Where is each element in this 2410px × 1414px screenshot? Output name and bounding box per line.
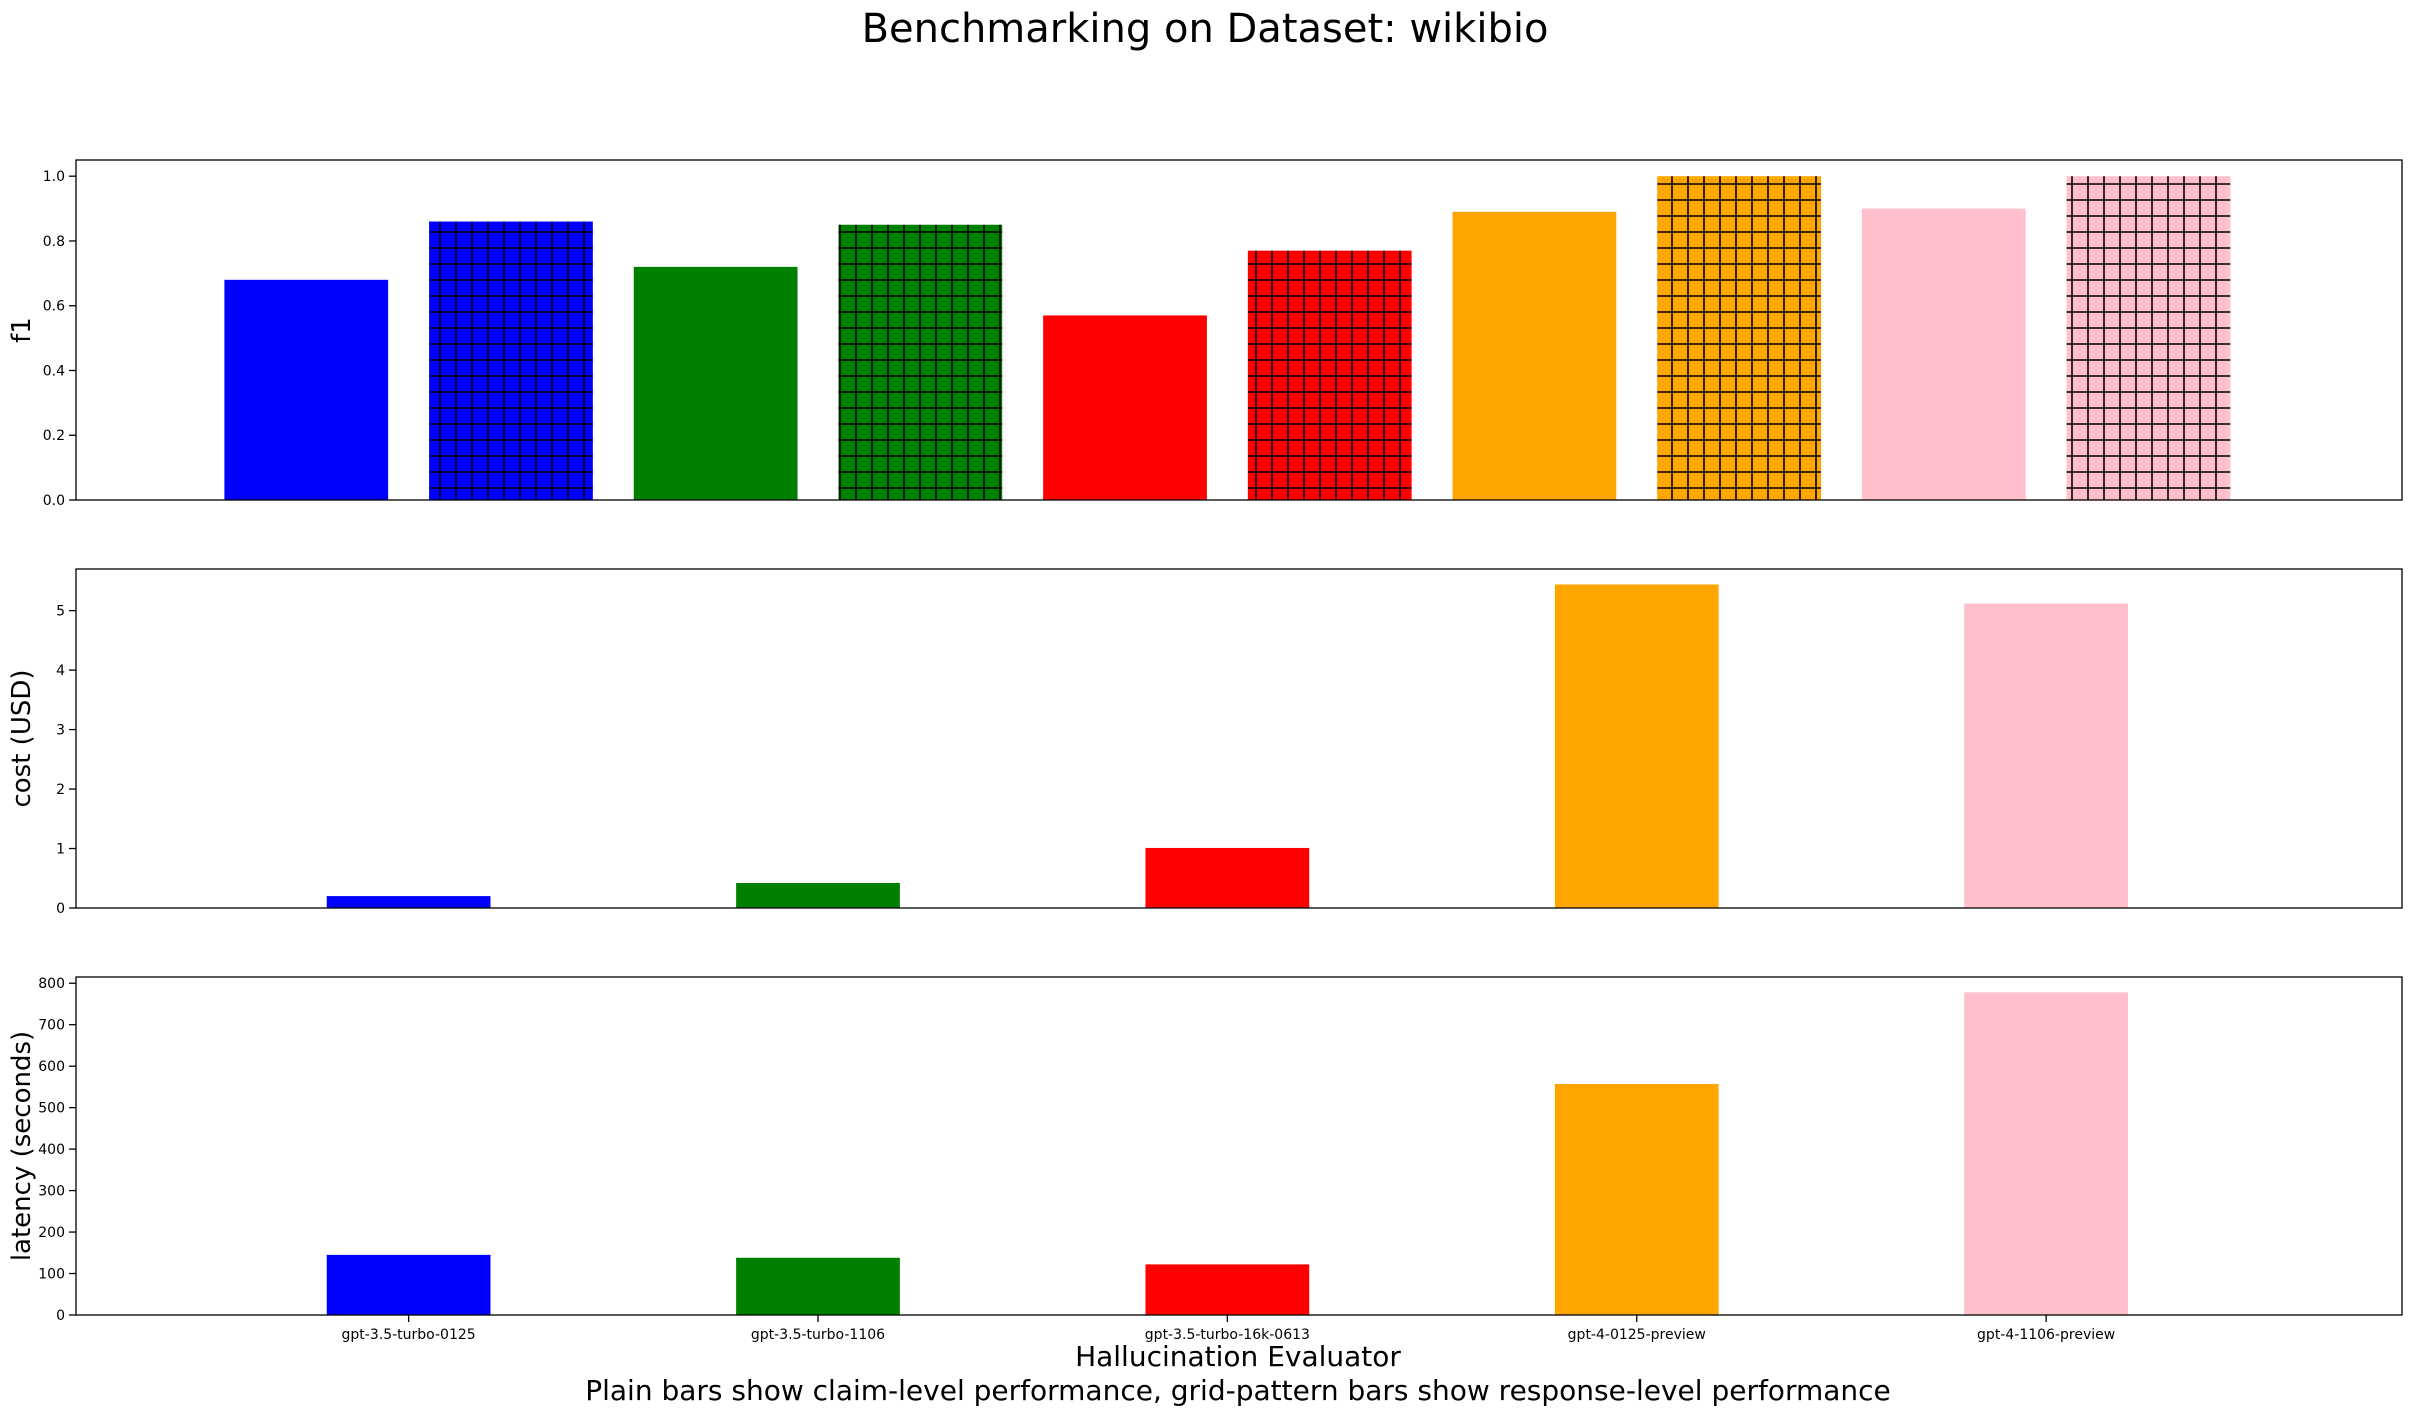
y-tick-label-2-3: 300 <box>38 1184 65 1200</box>
y-tick-label-1-5: 5 <box>56 604 65 620</box>
y-tick-label-2-0: 0 <box>56 1308 65 1324</box>
bar-0-0-1 <box>633 266 798 500</box>
bar-hatch-0-1-4 <box>2066 176 2231 500</box>
y-axis-label-2: latency (seconds) <box>7 1031 37 1261</box>
bar-1-0-0 <box>326 896 491 908</box>
axes-frame-2 <box>75 976 2403 1316</box>
y-axis-label-0: f1 <box>7 317 37 343</box>
bar-hatch-0-1-2 <box>1247 250 1412 500</box>
subplot-2: 0 100 200 300 400 500 600 700 800 latency (second… <box>7 976 2403 1343</box>
bar-1-0-1 <box>736 883 900 908</box>
x-tick-label-3: gpt-4-0125-preview <box>1568 1327 1706 1343</box>
subplot-0: 0.0 0.2 0.4 0.6 0.8 1.0 f1 <box>7 159 2403 509</box>
x-tick-label-2: gpt-3.5-turbo-16k-0613 <box>1145 1327 1310 1343</box>
bar-2-0-1 <box>736 1257 900 1315</box>
y-tick-label-0-1: 0.2 <box>43 428 65 444</box>
x-tick-label-0: gpt-3.5-turbo-0125 <box>342 1327 476 1343</box>
y-tick-label-2-1: 100 <box>38 1267 65 1283</box>
y-tick-label-0-3: 0.6 <box>43 299 65 315</box>
x-tick-label-4: gpt-4-1106-preview <box>1977 1327 2115 1343</box>
y-tick-label-2-4: 400 <box>38 1142 65 1158</box>
y-tick-label-1-0: 0 <box>56 901 65 917</box>
bar-1-0-4 <box>1964 603 2128 908</box>
bar-0-0-2 <box>1043 315 1207 500</box>
y-tick-label-1-1: 1 <box>56 842 65 858</box>
bar-1-0-3 <box>1554 584 1719 908</box>
x-axis-label: Hallucination Evaluator <box>1075 1340 1401 1373</box>
y-tick-label-2-7: 700 <box>38 1018 65 1034</box>
y-tick-label-1-4: 4 <box>56 663 65 679</box>
chart-caption: Plain bars show claim-level performance,… <box>585 1374 1891 1407</box>
subplots: 0.0 0.2 0.4 0.6 0.8 1.0 f1 0 1 2 3 4 5 cost (USD) 0 100… <box>7 159 2403 1343</box>
bar-hatch-0-1-0 <box>429 221 593 500</box>
bar-1-0-2 <box>1145 847 1310 908</box>
y-axis-label-1: cost (USD) <box>7 669 37 807</box>
y-tick-label-0-2: 0.4 <box>43 363 65 379</box>
y-tick-label-2-8: 800 <box>38 976 65 992</box>
x-tick-label-1: gpt-3.5-turbo-1106 <box>751 1327 885 1343</box>
y-tick-label-2-6: 600 <box>38 1059 65 1075</box>
bar-2-0-4 <box>1964 992 2128 1315</box>
bar-0-0-0 <box>224 279 389 500</box>
y-tick-label-0-5: 1.0 <box>43 169 65 185</box>
bar-hatch-0-1-3 <box>1657 176 1821 500</box>
y-tick-label-0-4: 0.8 <box>43 234 65 250</box>
bar-2-0-3 <box>1554 1083 1719 1315</box>
bar-2-0-2 <box>1145 1264 1310 1315</box>
y-tick-label-0-0: 0.0 <box>43 493 65 509</box>
bar-hatch-0-1-1 <box>838 224 1003 500</box>
chart-title: Benchmarking on Dataset: wikibio <box>862 6 1549 52</box>
axes-frame-1 <box>75 568 2403 909</box>
bar-2-0-0 <box>326 1254 491 1315</box>
y-tick-label-1-2: 2 <box>56 782 65 798</box>
axes-frame-0 <box>75 159 2403 501</box>
y-tick-label-1-3: 3 <box>56 723 65 739</box>
y-tick-label-2-5: 500 <box>38 1101 65 1117</box>
bar-0-0-4 <box>1861 208 2026 501</box>
subplot-1: 0 1 2 3 4 5 cost (USD) <box>7 568 2403 917</box>
bar-0-0-3 <box>1452 211 1617 501</box>
y-tick-label-2-2: 200 <box>38 1225 65 1241</box>
